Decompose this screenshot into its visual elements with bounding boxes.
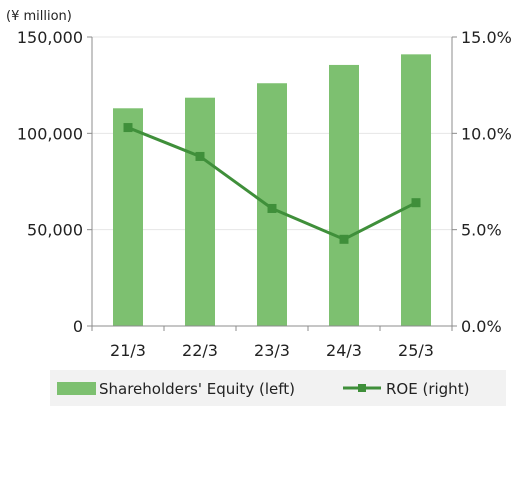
bar-22/3 <box>185 97 215 326</box>
right-tick-label-3: 15.0% <box>461 28 512 47</box>
legend-equity-label: Shareholders' Equity (left) <box>99 380 295 398</box>
roe-point-24/3 <box>339 234 349 244</box>
axes <box>91 37 453 327</box>
axis-labels: 0 50,000 100,000 150,000 0.0% 5.0% 10.0% 15.0% 2… <box>17 28 512 360</box>
left-axis-unit-label: (¥ million) <box>6 9 72 24</box>
right-tick-label-0: 0.0% <box>461 317 502 336</box>
legend-bar-swatch <box>57 382 96 395</box>
legend: Shareholders' Equity (left) ROE (right) <box>50 370 506 406</box>
roe-line-series <box>123 123 421 244</box>
right-tick-label-2: 10.0% <box>461 124 512 143</box>
tick-marks <box>87 36 457 331</box>
legend-background <box>50 370 506 406</box>
left-tick-label-2: 100,000 <box>17 124 83 143</box>
bar-25/3 <box>401 54 431 327</box>
left-tick-label-0: 0 <box>73 317 83 336</box>
x-category-label-25/3: 25/3 <box>398 341 434 360</box>
x-category-label-21/3: 21/3 <box>110 341 146 360</box>
x-category-label-24/3: 24/3 <box>326 341 362 360</box>
roe-point-23/3 <box>267 203 277 213</box>
right-tick-label-1: 5.0% <box>461 221 502 240</box>
x-category-label-22/3: 22/3 <box>182 341 218 360</box>
left-tick-label-1: 50,000 <box>27 221 83 240</box>
left-tick-label-3: 150,000 <box>17 28 83 47</box>
roe-point-22/3 <box>195 151 205 161</box>
x-category-label-23/3: 23/3 <box>254 341 290 360</box>
legend-line-marker <box>358 384 366 392</box>
roe-point-21/3 <box>123 123 133 133</box>
bar-24/3 <box>329 64 359 326</box>
roe-point-25/3 <box>411 198 421 208</box>
legend-roe-label: ROE (right) <box>386 380 469 398</box>
bar-21/3 <box>113 108 143 326</box>
